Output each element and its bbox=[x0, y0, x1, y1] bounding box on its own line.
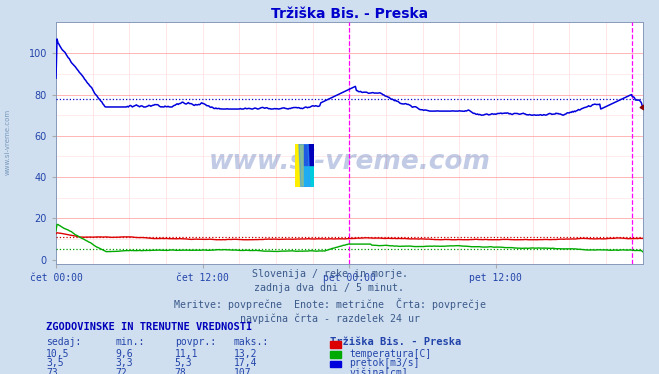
Text: pretok[m3/s]: pretok[m3/s] bbox=[349, 358, 420, 368]
Text: povpr.:: povpr.: bbox=[175, 337, 215, 347]
Bar bbox=[304, 144, 314, 165]
Text: 10,5: 10,5 bbox=[46, 349, 70, 359]
Text: zadnja dva dni / 5 minut.: zadnja dva dni / 5 minut. bbox=[254, 283, 405, 294]
Text: 11,1: 11,1 bbox=[175, 349, 198, 359]
Text: min.:: min.: bbox=[115, 337, 145, 347]
Text: 17,4: 17,4 bbox=[234, 358, 258, 368]
Text: www.si-vreme.com: www.si-vreme.com bbox=[5, 109, 11, 175]
Text: ZGODOVINSKE IN TRENUTNE VREDNOSTI: ZGODOVINSKE IN TRENUTNE VREDNOSTI bbox=[46, 322, 252, 332]
Text: 78: 78 bbox=[175, 368, 186, 374]
Text: Tržiška Bis. - Preska: Tržiška Bis. - Preska bbox=[330, 337, 461, 347]
Text: temperatura[C]: temperatura[C] bbox=[349, 349, 432, 359]
Text: 73: 73 bbox=[46, 368, 58, 374]
Text: sedaj:: sedaj: bbox=[46, 337, 81, 347]
Title: Tržiška Bis. - Preska: Tržiška Bis. - Preska bbox=[271, 7, 428, 21]
Text: 72: 72 bbox=[115, 368, 127, 374]
Polygon shape bbox=[299, 144, 310, 187]
Bar bbox=[304, 165, 314, 187]
Bar bbox=[295, 144, 304, 187]
Text: 9,6: 9,6 bbox=[115, 349, 133, 359]
Text: www.si-vreme.com: www.si-vreme.com bbox=[208, 149, 490, 175]
Text: 3,5: 3,5 bbox=[46, 358, 64, 368]
Text: Meritve: povprečne  Enote: metrične  Črta: povprečje: Meritve: povprečne Enote: metrične Črta:… bbox=[173, 298, 486, 310]
Text: navpična črta - razdelek 24 ur: navpična črta - razdelek 24 ur bbox=[239, 313, 420, 324]
Text: Slovenija / reke in morje.: Slovenija / reke in morje. bbox=[252, 269, 407, 279]
Text: 5,3: 5,3 bbox=[175, 358, 192, 368]
Text: višina[cm]: višina[cm] bbox=[349, 368, 408, 374]
Text: 3,3: 3,3 bbox=[115, 358, 133, 368]
Text: 107: 107 bbox=[234, 368, 252, 374]
Text: maks.:: maks.: bbox=[234, 337, 269, 347]
Text: 13,2: 13,2 bbox=[234, 349, 258, 359]
